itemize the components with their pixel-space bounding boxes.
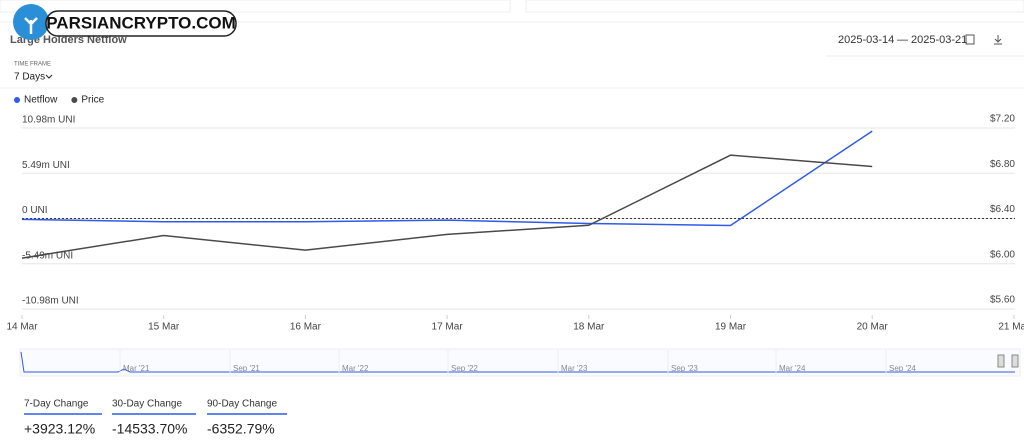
chart: 10.98m UNI 5.49m UNI 0 UNI -5.49m UNI -10.98… [6, 95, 1024, 333]
x-tick-label: 15 Mar [148, 322, 180, 333]
x-tick-label: 18 Mar [573, 322, 605, 333]
legend-label[interactable]: Netflow [24, 95, 58, 106]
y2-tick-label: $6.00 [990, 249, 1015, 260]
legend-label[interactable]: Price [81, 95, 104, 106]
y2-tick-label: $7.20 [990, 114, 1015, 125]
navigator-label: Sep '23 [671, 364, 698, 373]
legend-marker[interactable] [71, 97, 78, 103]
x-tick-label: 21 Mar [998, 322, 1024, 333]
stats: 7-Day Change +3923.12% 30-Day Change -14533… [24, 399, 287, 437]
date-to[interactable]: 2025-03-21 [911, 34, 967, 46]
legend-marker[interactable] [14, 97, 20, 103]
timeframe-label: TIME FRAME [14, 62, 51, 68]
timeframe-select[interactable]: 7 Days [14, 72, 45, 83]
navigator-handle[interactable] [997, 354, 1005, 368]
y2-tick-label: $6.80 [990, 159, 1015, 170]
x-tick-label: 19 Mar [715, 322, 747, 333]
x-tick-label: 20 Mar [857, 322, 889, 333]
stat-label: 30-Day Change [112, 399, 182, 410]
dropdown-arrow[interactable] [45, 74, 53, 79]
y-tick-label: 5.49m UNI [22, 160, 70, 171]
navigator-line [20, 351, 1015, 373]
download-icon[interactable] [994, 35, 1002, 45]
navigator-label: Sep '21 [233, 364, 260, 373]
x-tick-label: 17 Mar [432, 322, 464, 333]
calendar-icon[interactable] [965, 34, 975, 45]
watermark: PARSIANCRYPTO.COM [46, 13, 236, 32]
y2-tick-label: $5.60 [990, 295, 1015, 306]
x-tick-label: 14 Mar [6, 322, 38, 333]
top-card [0, 0, 511, 13]
stat-value: +3923.12% [24, 421, 95, 437]
stat-value: -6352.79% [207, 421, 275, 437]
y-tick-label: -10.98m UNI [22, 296, 79, 307]
navigator-label: Mar '21 [123, 364, 150, 373]
navigator-label: Sep '24 [889, 364, 916, 373]
stat-value: -14533.70% [112, 421, 188, 437]
watermark-logo-mark [24, 17, 38, 34]
date-sep: — [897, 34, 908, 46]
navigator-label: Mar '24 [779, 364, 806, 373]
series-line [21, 130, 873, 227]
navigator-label: Mar '22 [342, 364, 369, 373]
date-from[interactable]: 2025-03-14 [838, 34, 894, 46]
navigator-label: Sep '22 [451, 364, 478, 373]
x-tick-label: 16 Mar [290, 322, 322, 333]
stat-label: 7-Day Change [24, 399, 89, 410]
y2-tick-label: $6.40 [990, 204, 1015, 215]
series-line [21, 154, 873, 259]
top-card [525, 0, 1024, 13]
navigator-handle[interactable] [1011, 354, 1019, 368]
navigator-labels: Mar '21 Sep '21 Mar '22 Sep '22 Mar '23 Sep '… [119, 350, 916, 375]
watermark-box [45, 10, 237, 37]
y-tick-label: 0 UNI [22, 205, 48, 216]
y-tick-label: -5.49m UNI [22, 250, 73, 261]
y-tick-label: 10.98m UNI [22, 115, 75, 126]
navigator-label: Mar '23 [561, 364, 588, 373]
stat-label: 90-Day Change [207, 399, 277, 410]
